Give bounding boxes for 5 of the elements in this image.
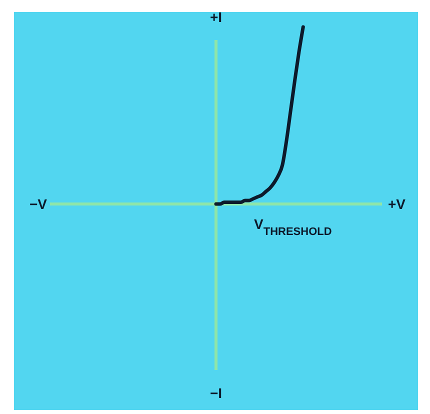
text: V$_{THRESHOLD}$ — [254, 216, 332, 238]
text: +V — [388, 196, 406, 212]
text: −I — [210, 385, 222, 401]
text: −V — [29, 196, 48, 212]
text: +I — [210, 9, 222, 25]
